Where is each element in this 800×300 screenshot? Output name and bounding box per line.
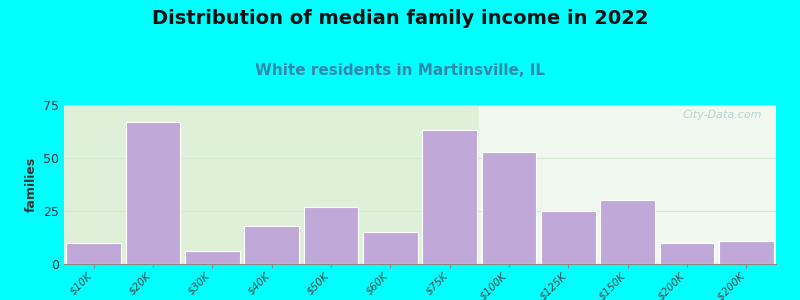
Bar <box>185 251 240 264</box>
Bar <box>304 207 358 264</box>
Bar <box>64 105 479 264</box>
Bar <box>541 211 596 264</box>
Bar <box>126 122 180 264</box>
Bar <box>719 241 774 264</box>
Bar <box>363 232 418 264</box>
Bar <box>244 226 299 264</box>
Bar <box>479 105 776 264</box>
Text: White residents in Martinsville, IL: White residents in Martinsville, IL <box>255 63 545 78</box>
Y-axis label: families: families <box>25 157 38 212</box>
Bar <box>660 243 714 264</box>
Text: Distribution of median family income in 2022: Distribution of median family income in … <box>152 9 648 28</box>
Bar <box>66 243 121 264</box>
Bar <box>600 200 655 264</box>
Text: City-Data.com: City-Data.com <box>682 110 762 120</box>
Bar <box>482 152 536 264</box>
Bar <box>422 130 477 264</box>
